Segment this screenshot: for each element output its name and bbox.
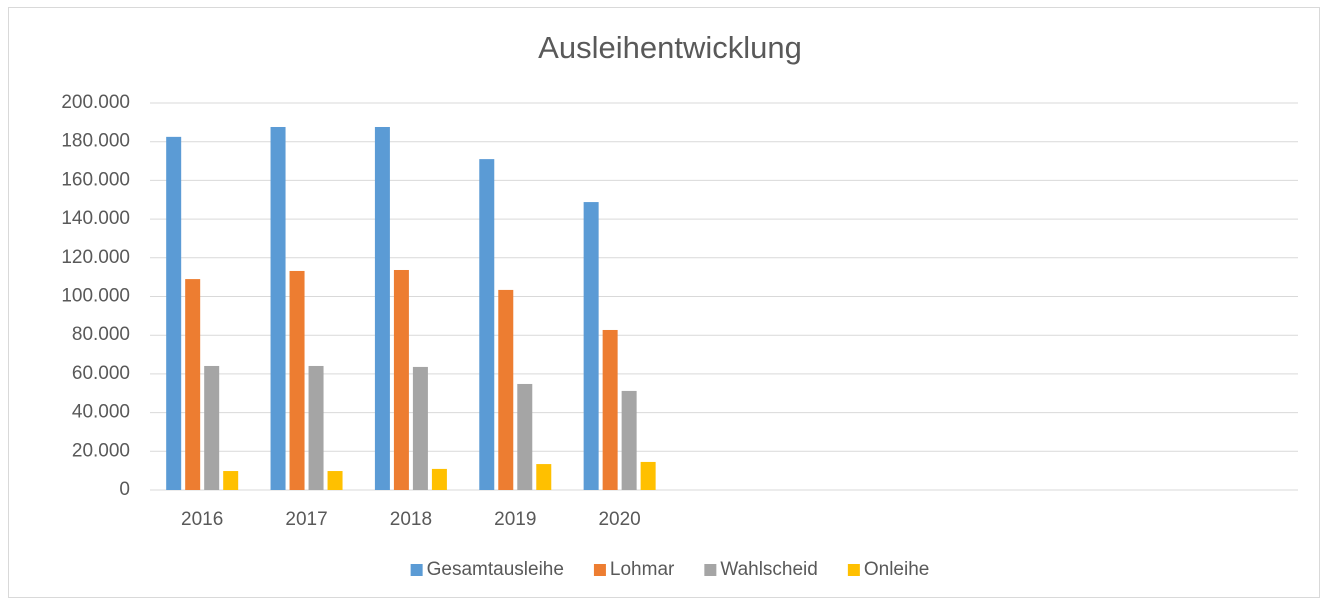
bar	[517, 383, 533, 490]
y-tick-label: 200.000	[61, 92, 130, 113]
bar	[412, 366, 428, 490]
legend-swatch	[704, 564, 717, 576]
bar	[374, 126, 390, 490]
x-tick-label: 2019	[494, 509, 536, 530]
legend-label: Lohmar	[610, 559, 675, 580]
y-tick-label: 40.000	[72, 402, 130, 423]
y-tick-label: 0	[119, 479, 130, 500]
legend-label: Gesamtausleihe	[427, 559, 564, 580]
bar	[185, 279, 201, 490]
legend-swatch	[410, 564, 423, 576]
y-tick-label: 160.000	[61, 169, 130, 190]
y-tick-label: 80.000	[72, 324, 130, 345]
bar	[223, 471, 239, 490]
legend-swatch	[847, 564, 860, 576]
y-tick-label: 100.000	[61, 286, 130, 307]
chart-title: Ausleihentwicklung	[538, 30, 802, 65]
bar	[393, 269, 409, 490]
y-tick-label: 20.000	[72, 440, 130, 461]
bar	[431, 468, 447, 490]
x-tick-label: 2018	[390, 509, 432, 530]
legend-label: Onleihe	[864, 559, 930, 580]
bar	[583, 202, 599, 490]
x-tick-label: 2020	[598, 509, 640, 530]
bar	[270, 126, 286, 490]
y-tick-label: 120.000	[61, 247, 130, 268]
bar	[479, 159, 495, 491]
x-tick-label: 2017	[285, 509, 327, 530]
y-tick-label: 140.000	[61, 208, 130, 229]
bar	[166, 136, 182, 491]
bar	[498, 289, 514, 490]
bar	[536, 464, 552, 490]
y-tick-label: 180.000	[61, 131, 130, 152]
x-tick-label: 2016	[181, 509, 223, 530]
bar	[204, 365, 220, 490]
y-tick-label: 60.000	[72, 363, 130, 384]
bar	[327, 471, 343, 490]
bar	[602, 329, 618, 490]
chart-border	[8, 7, 1320, 598]
legend-label: Wahlscheid	[720, 559, 818, 580]
bar	[640, 461, 656, 490]
bar	[621, 390, 637, 490]
legend-swatch	[593, 564, 606, 576]
bar	[289, 270, 305, 490]
bar	[308, 365, 324, 490]
